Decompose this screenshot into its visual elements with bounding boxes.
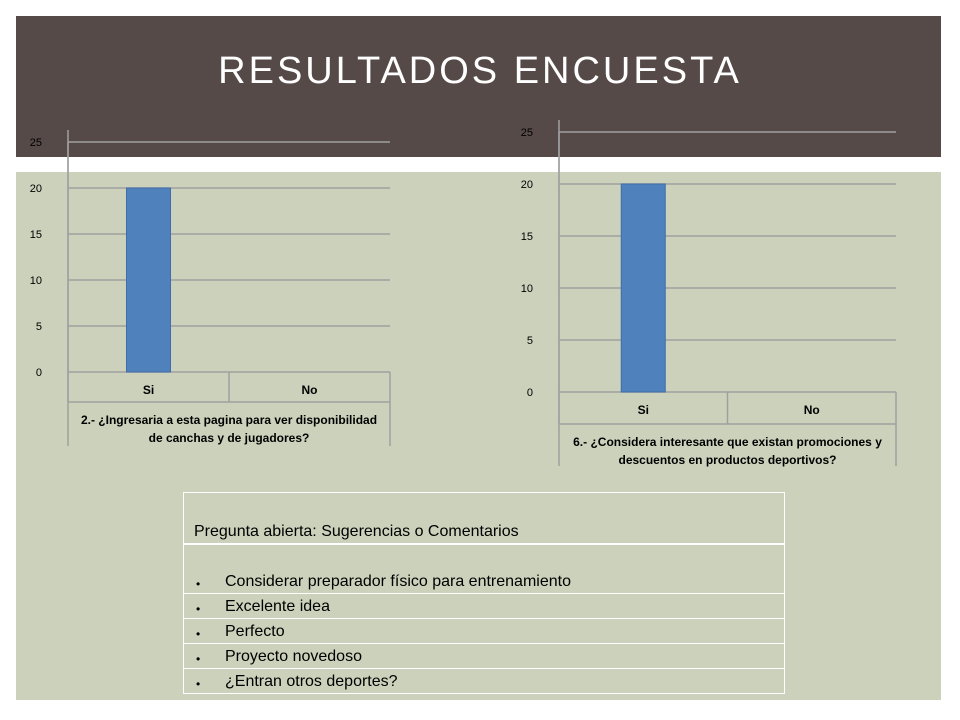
slide-header xyxy=(16,16,941,157)
bullet: • xyxy=(196,627,201,641)
comment-text: Perfecto xyxy=(225,623,285,640)
comment-text: Proyecto novedoso xyxy=(225,648,362,665)
category-label: Si xyxy=(143,383,154,397)
comment-item: • Perfecto xyxy=(184,618,784,643)
bar xyxy=(620,183,666,393)
y-tick-label: 0 xyxy=(527,387,533,399)
bullet: • xyxy=(196,602,201,616)
y-tick-label: 5 xyxy=(527,335,533,347)
chart-title: 6.- ¿Considera interesante que existan p… xyxy=(573,435,882,449)
y-tick-label: 15 xyxy=(521,231,533,243)
comments-header: Pregunta abierta: Sugerencias o Comentar… xyxy=(184,493,784,544)
comment-item: • Considerar preparador físico para entr… xyxy=(184,544,784,593)
category-label: Si xyxy=(638,403,649,417)
bullet: • xyxy=(196,577,201,591)
y-tick-label: 25 xyxy=(30,137,42,149)
comment-text: ¿Entran otros deportes? xyxy=(225,673,398,690)
comments-table: Pregunta abierta: Sugerencias o Comentar… xyxy=(183,492,785,694)
comment-item: • Proyecto novedoso xyxy=(184,643,784,668)
comments-header-text: Pregunta abierta: Sugerencias o Comentar… xyxy=(194,523,519,540)
chart-title: descuentos en productos deportivos? xyxy=(618,453,836,467)
category-label: No xyxy=(804,403,820,417)
y-tick-label: 5 xyxy=(36,321,42,333)
bar xyxy=(126,187,171,373)
category-label: No xyxy=(302,383,318,397)
bullet: • xyxy=(196,652,201,666)
bar-chart-question-6: 0 5 10 15 20 25 Si No 6.- ¿Considera interesante… xyxy=(521,120,897,467)
y-tick-label: 20 xyxy=(30,183,42,195)
y-tick-label: 15 xyxy=(30,229,42,241)
y-tick-label: 25 xyxy=(521,127,533,139)
comment-text: Excelente idea xyxy=(225,598,330,615)
bullet: • xyxy=(196,677,201,691)
y-tick-label: 0 xyxy=(36,367,42,379)
y-tick-label: 20 xyxy=(521,179,533,191)
comment-text: Considerar preparador físico para entren… xyxy=(225,573,571,590)
bar-chart-question-2: 0 5 10 15 20 25 Si No 2.- ¿Ingresaria a esta pag… xyxy=(30,130,391,446)
comment-item: • ¿Entran otros deportes? xyxy=(184,668,784,693)
chart-title: 2.- ¿Ingresaria a esta pagina para ver d… xyxy=(81,413,377,427)
chart-title: de canchas y de jugadores? xyxy=(149,431,310,445)
slide-title: RESULTADOS ENCUESTA xyxy=(218,50,742,92)
y-tick-label: 10 xyxy=(521,283,533,295)
y-tick-label: 10 xyxy=(30,275,42,287)
comment-item: • Excelente idea xyxy=(184,593,784,618)
